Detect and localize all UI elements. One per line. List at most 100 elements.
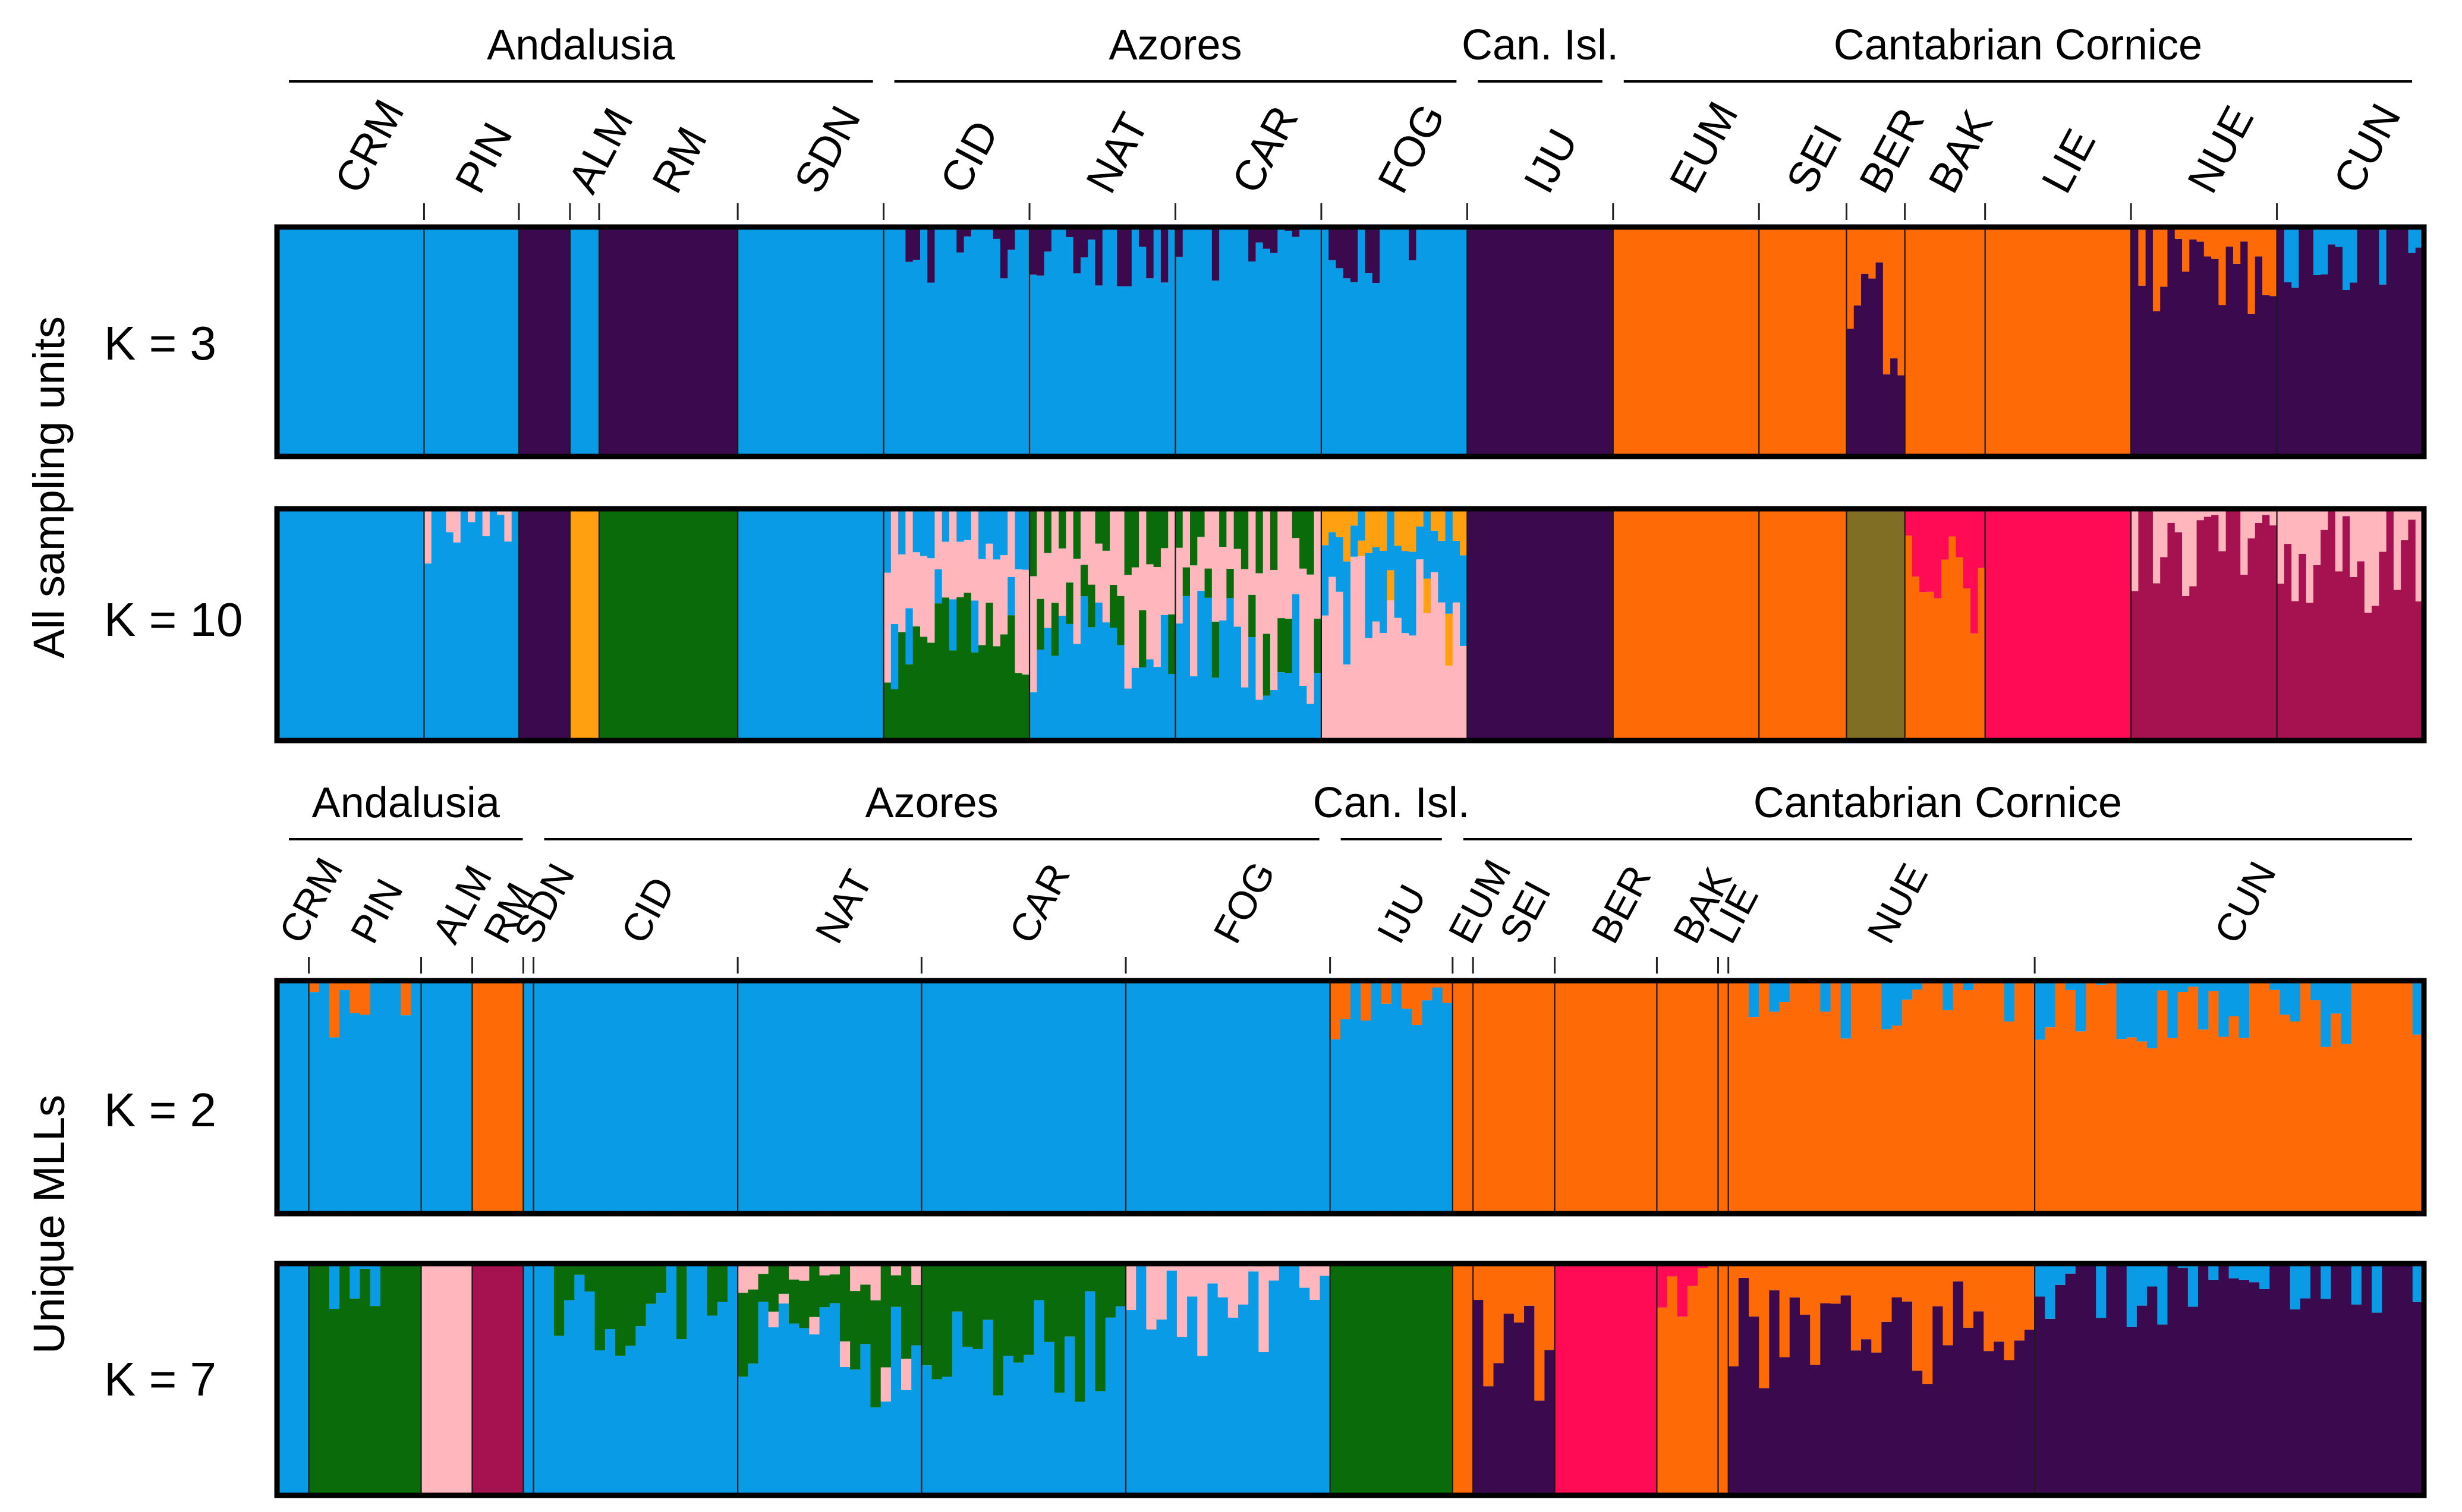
- ancestry-bar-segment: [2262, 510, 2270, 515]
- ancestry-bar-segment: [2187, 987, 2199, 1212]
- ancestry-bar-segment: [869, 510, 877, 739]
- ancestry-bar-segment: [1073, 510, 1081, 559]
- ancestry-bar-segment: [1460, 510, 1468, 556]
- ancestry-bar-segment: [964, 236, 972, 455]
- ancestry-bar-segment: [1268, 982, 1280, 1212]
- ancestry-bar-segment: [1292, 228, 1300, 237]
- ancestry-bar-segment: [1029, 274, 1037, 455]
- ancestry-bar-segment: [1875, 510, 1884, 739]
- ancestry-bar-segment: [615, 1265, 626, 1356]
- ancestry-bar-segment: [1868, 228, 1877, 279]
- ancestry-bar-segment: [2024, 982, 2035, 1212]
- ancestry-bar-segment: [1687, 1286, 1698, 1494]
- ancestry-bar-segment: [1840, 1295, 1852, 1494]
- ancestry-bar-segment: [1442, 1265, 1453, 1494]
- ancestry-bar-segment: [1970, 633, 1978, 739]
- ancestry-bar-segment: [1820, 1265, 1831, 1303]
- ancestry-bar-segment: [1190, 676, 1198, 739]
- ancestry-bar-segment: [2299, 553, 2307, 739]
- ancestry-bar-segment: [870, 1300, 881, 1407]
- ancestry-bar-segment: [1168, 510, 1176, 615]
- ancestry-bar-segment: [370, 1306, 381, 1494]
- ancestry-bar-segment: [1066, 623, 1074, 739]
- ancestry-bar-segment: [2000, 228, 2008, 455]
- ancestry-bar-segment: [2218, 510, 2227, 552]
- ancestry-bar-segment: [1306, 574, 1315, 704]
- ancestry-bar-segment: [799, 1265, 810, 1281]
- ancestry-bar-segment: [1636, 1265, 1647, 1494]
- ancestry-bar-segment: [1881, 1029, 1893, 1212]
- ancestry-bar-segment: [2392, 982, 2403, 1212]
- ancestry-bar-segment: [1926, 510, 1935, 592]
- ancestry-bar-segment: [314, 510, 323, 739]
- ancestry-bar-segment: [1642, 228, 1650, 455]
- ancestry-bar-segment: [2055, 1284, 2066, 1494]
- ancestry-bar-segment: [329, 228, 337, 455]
- ancestry-bar-segment: [1263, 510, 1271, 634]
- ancestry-bar-segment: [344, 510, 352, 739]
- ancestry-bar-segment: [1871, 982, 1882, 1212]
- ancestry-bar-segment: [2269, 228, 2278, 297]
- ancestry-bar-segment: [1292, 538, 1300, 594]
- ancestry-bar-segment: [978, 559, 986, 645]
- ancestry-bar-segment: [1438, 540, 1446, 603]
- ancestry-bar-segment: [1715, 510, 1723, 739]
- ancestry-bar-segment: [1416, 510, 1424, 527]
- ancestry-bar-segment: [1422, 1265, 1433, 1494]
- ancestry-bar-segment: [2255, 510, 2263, 523]
- ancestry-bar-segment: [2102, 510, 2110, 739]
- ancestry-bar-segment: [1781, 228, 1789, 455]
- ancestry-bar-segment: [717, 982, 728, 1212]
- ancestry-bar-segment: [2280, 1265, 2291, 1494]
- ancestry-bar-segment: [890, 1306, 902, 1494]
- ancestry-bar-segment: [1525, 228, 1534, 455]
- population-label: PIN: [342, 872, 411, 950]
- ancestry-bar-segment: [962, 982, 973, 1212]
- ancestry-bar-segment: [1532, 510, 1541, 739]
- ancestry-bar-segment: [768, 982, 779, 1212]
- ancestry-bar-segment: [1292, 510, 1300, 538]
- ancestry-bar-segment: [308, 992, 320, 1212]
- ancestry-bar-segment: [1270, 510, 1278, 571]
- ancestry-bar-segment: [1289, 982, 1300, 1212]
- ancestry-bar-segment: [1942, 1010, 1954, 1212]
- ancestry-bar-segment: [1963, 588, 1971, 739]
- ancestry-bar-segment: [1139, 667, 1147, 739]
- ancestry-bar-segment: [2080, 510, 2088, 739]
- ancestry-bar-segment: [1657, 510, 1665, 739]
- ancestry-bar-segment: [1022, 228, 1030, 455]
- ancestry-bar-segment: [829, 1274, 840, 1303]
- ancestry-bar-segment: [635, 1326, 647, 1494]
- ancestry-bar-segment: [1299, 568, 1307, 686]
- ancestry-bar-segment: [767, 510, 775, 739]
- ancestry-bar-segment: [635, 982, 647, 1212]
- ancestry-bar-segment: [2382, 982, 2393, 1212]
- ancestry-bar-segment: [2218, 305, 2227, 455]
- ancestry-bar-segment: [492, 1265, 503, 1494]
- ancestry-bar-segment: [1320, 1275, 1331, 1494]
- ancestry-bar-segment: [2239, 1280, 2250, 1494]
- ancestry-bar-segment: [2211, 510, 2219, 515]
- ancestry-bar-segment: [789, 510, 796, 739]
- ancestry-bar-segment: [986, 602, 994, 739]
- ancestry-bar-segment: [1605, 228, 1614, 455]
- ancestry-bar-segment: [1204, 568, 1213, 598]
- ancestry-bar-segment: [1248, 594, 1257, 638]
- ancestry-bar-segment: [1510, 510, 1519, 739]
- ancestry-bar-segment: [489, 511, 498, 739]
- ancestry-bar-segment: [921, 982, 933, 1212]
- ancestry-bar-segment: [475, 228, 483, 455]
- ancestry-bar-segment: [2218, 1037, 2230, 1212]
- ancestry-bar-segment: [1197, 537, 1205, 591]
- ancestry-bar-segment: [1320, 982, 1331, 1212]
- ancestry-bar-segment: [1576, 228, 1585, 455]
- ancestry-bar-segment: [1059, 616, 1066, 739]
- ancestry-bar-segment: [2196, 510, 2205, 521]
- ancestry-bar-segment: [901, 1359, 912, 1390]
- ancestry-bar-segment: [1948, 510, 1957, 537]
- ancestry-bar-segment: [1493, 982, 1504, 1212]
- ancestry-bar-segment: [905, 664, 914, 739]
- ancestry-bar-segment: [1462, 982, 1474, 1212]
- ancestry-bar-segment: [2335, 247, 2343, 455]
- ancestry-bar-segment: [564, 1300, 575, 1494]
